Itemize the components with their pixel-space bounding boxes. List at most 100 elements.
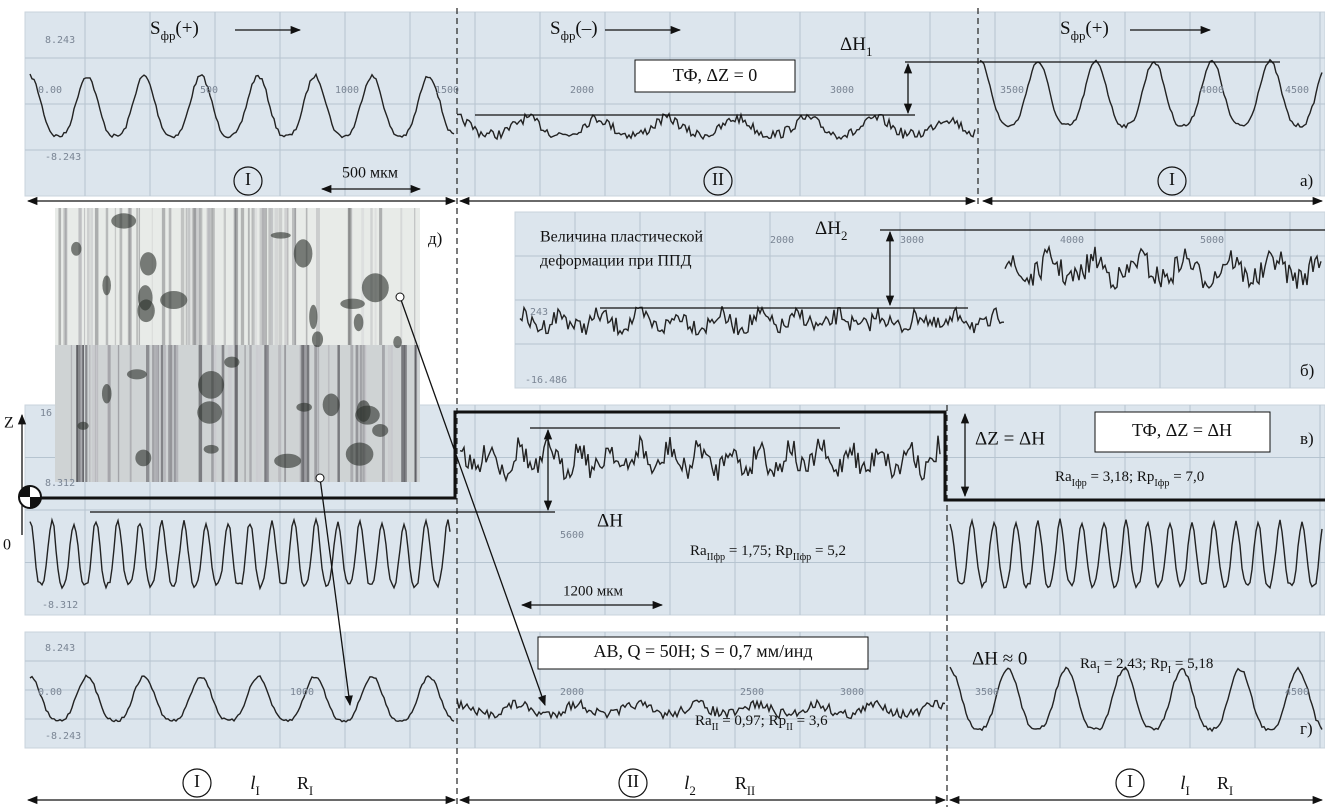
photo-streak (82, 345, 84, 482)
tick-label: 3500 (975, 687, 999, 698)
photo-streak (381, 345, 385, 482)
photo-spot (224, 356, 240, 368)
photo-streak (351, 208, 353, 345)
label-part: Ra (1055, 469, 1072, 485)
photos (55, 208, 420, 482)
label-part: = 1,75; Rp (725, 543, 793, 559)
origin (19, 486, 41, 508)
tick-label: -8.243 (45, 731, 81, 742)
label: lI (1180, 773, 1190, 798)
photo-streak (207, 208, 212, 345)
photo-streak (63, 208, 67, 345)
label-part: l (250, 773, 255, 794)
photo-streak (235, 208, 237, 345)
label-part: I (255, 783, 259, 798)
photo-streak (92, 345, 95, 482)
photo-spot (356, 400, 371, 422)
photo-streak (307, 345, 310, 482)
photo-streak (65, 208, 68, 345)
photo-streak (278, 345, 282, 482)
label: II (712, 169, 724, 189)
photo-streak (317, 345, 320, 482)
photo-streak (211, 208, 215, 345)
photo-streak (79, 345, 83, 482)
photo-streak (284, 208, 289, 345)
photo-spot (293, 239, 313, 268)
box (537, 636, 869, 670)
label-part: IIфр (793, 552, 811, 563)
label-part: I (1097, 665, 1101, 676)
photo-streak (70, 345, 73, 482)
photo-streak (278, 208, 283, 345)
photo-streak (228, 345, 232, 482)
photo-spot (101, 383, 112, 404)
photo-spot (393, 335, 402, 349)
photo-streak (206, 208, 211, 345)
zone-circle (182, 768, 212, 798)
photo-streak (234, 208, 236, 345)
photo-spot (160, 290, 188, 310)
photo-streak (85, 345, 88, 482)
photo-streak (261, 208, 264, 345)
photo-spot (311, 331, 324, 348)
label-part: = 7,0 (1170, 469, 1205, 485)
photo-streak (262, 208, 266, 345)
label-part: I (1185, 783, 1189, 798)
tick-label: 2000 (560, 687, 584, 698)
label-part: II (712, 722, 719, 733)
label: ТФ, ΔZ = ΔH (1132, 420, 1232, 440)
tick-label: 4000 (1200, 85, 1224, 96)
photo-streak (187, 208, 191, 345)
label: г) (1300, 719, 1313, 738)
tick-label: 8.243 (45, 643, 75, 654)
label: ΔH1 (840, 34, 872, 59)
photo-streak (168, 208, 172, 345)
label-part: = 3,18; Rp (1087, 469, 1155, 485)
label-part: l (1180, 773, 1185, 794)
zone-circle (1115, 768, 1145, 798)
zone-circle (703, 166, 733, 196)
photo-streak (94, 208, 99, 345)
photo-streak (361, 208, 365, 345)
pointer-dot (315, 473, 325, 483)
photo-streak (90, 208, 93, 345)
label-part: R (735, 773, 747, 793)
photo-streak (78, 208, 82, 345)
tick-label: 5600 (560, 530, 584, 541)
photo-streak (401, 345, 406, 482)
photo-streak (270, 208, 273, 345)
label-part: = 0,97; Rp (718, 713, 786, 729)
label: lI (250, 773, 260, 798)
label: I (245, 169, 251, 189)
label: деформации при ППД (540, 253, 692, 270)
tick-label: 0.00 (38, 85, 62, 96)
photo-streak (195, 208, 198, 345)
photo-streak (185, 208, 188, 345)
label: Z (4, 415, 14, 432)
photo-spot (340, 298, 365, 309)
zone-circle (233, 166, 263, 196)
photo-streak (244, 345, 246, 482)
photo-streak (211, 208, 213, 345)
label: ΔZ = ΔH (975, 428, 1045, 449)
label-part: S (150, 18, 161, 39)
photo-streak (271, 208, 274, 345)
label: l2 (684, 773, 696, 798)
photo-spot (345, 442, 374, 466)
label-part: 2 (689, 783, 695, 798)
photo-streak (234, 208, 239, 345)
tick-label: 5000 (1200, 235, 1224, 246)
photo-streak (390, 345, 393, 482)
tick-label: 2500 (740, 687, 764, 698)
photo-streak (253, 208, 258, 345)
photo-streak (155, 345, 158, 482)
label-part: 2 (841, 228, 847, 243)
label-part: Iфр (1154, 478, 1169, 489)
photo-streak (151, 208, 153, 345)
photo-streak (65, 208, 67, 345)
photo-spot (296, 402, 312, 412)
photo-streak (265, 345, 269, 482)
photo-streak (299, 345, 301, 482)
label: II (627, 771, 639, 791)
photo-streak (76, 345, 81, 482)
